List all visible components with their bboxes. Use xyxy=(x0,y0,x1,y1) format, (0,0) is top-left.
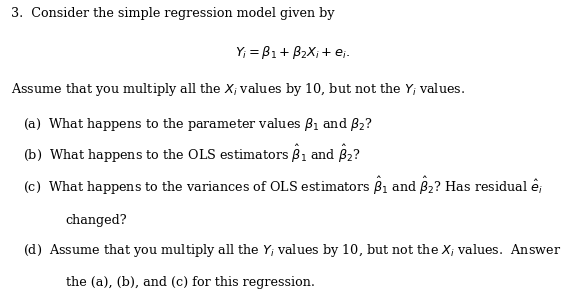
Text: (a)  What happens to the parameter values $\beta_1$ and $\beta_2$?: (a) What happens to the parameter values… xyxy=(23,116,373,133)
Text: (b)  What happens to the OLS estimators $\hat{\beta}_1$ and $\hat{\beta}_2$?: (b) What happens to the OLS estimators $… xyxy=(23,143,361,165)
Text: changed?: changed? xyxy=(66,214,127,227)
Text: Assume that you multiply all the $X_i$ values by 10, but not the $Y_i$ values.: Assume that you multiply all the $X_i$ v… xyxy=(11,81,464,98)
Text: 3.  Consider the simple regression model given by: 3. Consider the simple regression model … xyxy=(11,7,334,20)
Text: (c)  What happens to the variances of OLS estimators $\hat{\beta}_1$ and $\hat{\: (c) What happens to the variances of OLS… xyxy=(23,175,543,197)
Text: $Y_i = \beta_1 + \beta_2 X_i + e_i.$: $Y_i = \beta_1 + \beta_2 X_i + e_i.$ xyxy=(235,44,350,61)
Text: (d)  Assume that you multiply all the $Y_i$ values by 10, but not the $X_i$ valu: (d) Assume that you multiply all the $Y_… xyxy=(23,242,562,259)
Text: the (a), (b), and (c) for this regression.: the (a), (b), and (c) for this regressio… xyxy=(66,276,315,289)
